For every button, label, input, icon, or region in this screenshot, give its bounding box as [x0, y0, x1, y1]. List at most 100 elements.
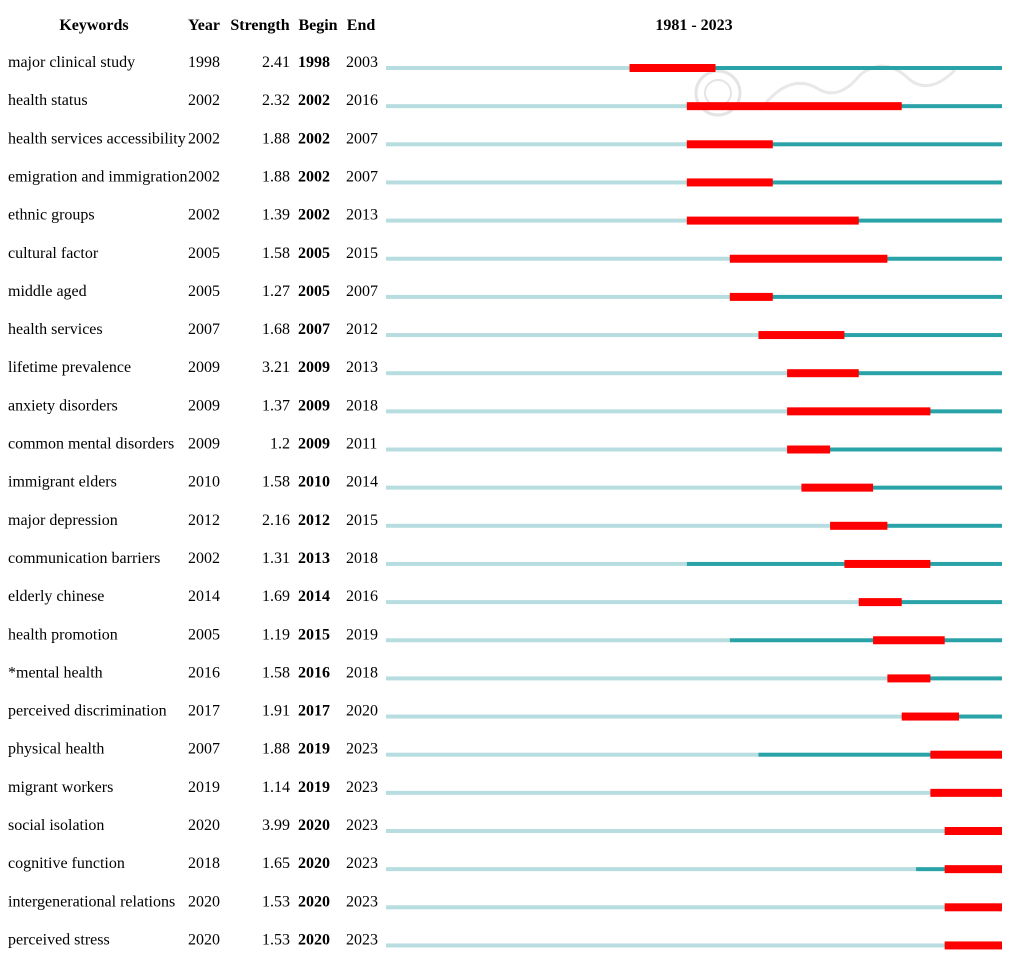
active-period-bar — [758, 752, 1002, 757]
strength-value: 1.31 — [262, 550, 290, 567]
header-begin: Begin — [298, 17, 337, 34]
begin-value: 2002 — [298, 130, 330, 147]
burst-row: perceived stress 2020 1.53 2020 2023 — [8, 931, 1002, 950]
burst-bar — [844, 559, 931, 568]
burst-row: emigration and immigration 2002 1.88 2002 20… — [8, 168, 1002, 187]
burst-bar — [787, 407, 931, 416]
begin-value: 2015 — [298, 626, 330, 643]
pre-period-bar — [386, 676, 888, 681]
burst-bar — [887, 674, 931, 683]
end-value: 2020 — [346, 703, 378, 720]
end-value: 2018 — [346, 664, 378, 681]
strength-value: 1.88 — [262, 130, 290, 147]
end-value: 2018 — [346, 550, 378, 567]
pre-period-bar — [386, 485, 802, 490]
end-value: 2015 — [346, 245, 378, 262]
strength-value: 1.19 — [262, 626, 290, 643]
pre-period-bar — [386, 905, 945, 910]
pre-period-bar — [386, 66, 630, 70]
year-value: 2020 — [188, 893, 220, 910]
year-value: 2014 — [188, 588, 220, 605]
end-value: 2014 — [346, 474, 378, 491]
pre-period-bar — [386, 142, 687, 147]
pre-period-bar — [386, 447, 788, 452]
keyword-label: major clinical study — [8, 54, 135, 71]
keyword-label: emigration and immigration — [8, 168, 188, 185]
end-value: 2023 — [346, 779, 378, 796]
keyword-label: perceived stress — [8, 931, 110, 948]
pre-period-bar — [386, 561, 687, 566]
header-end: End — [347, 17, 376, 34]
end-value: 2016 — [346, 92, 378, 109]
burst-bar — [787, 445, 831, 454]
strength-value: 1.65 — [262, 855, 290, 872]
burst-row: social isolation 2020 3.99 2020 2023 — [8, 817, 1002, 835]
burst-bar — [901, 712, 960, 721]
begin-value: 2005 — [298, 283, 330, 300]
header-row: Keywords Year Strength Begin End 1981 - … — [59, 17, 732, 34]
year-value: 2020 — [188, 817, 220, 834]
strength-value: 1.39 — [262, 207, 290, 224]
keyword-label: migrant workers — [8, 779, 113, 796]
keyword-label: major depression — [8, 512, 118, 529]
burst-bar — [930, 788, 1002, 797]
burst-bar — [787, 369, 859, 378]
pre-period-bar — [386, 333, 759, 338]
year-value: 2009 — [188, 359, 220, 376]
pre-period-bar — [386, 790, 931, 795]
year-value: 2005 — [188, 626, 220, 643]
burst-bar — [830, 521, 888, 530]
burst-row: lifetime prevalence 2009 3.21 2009 2013 — [8, 359, 1002, 378]
pre-period-bar — [386, 523, 831, 528]
pre-period-bar — [386, 256, 730, 261]
burst-row: *mental health 2016 1.58 2016 2018 — [8, 664, 1002, 683]
begin-value: 2017 — [298, 703, 330, 720]
burst-bar — [686, 140, 773, 149]
active-period-bar — [787, 447, 1002, 452]
begin-value: 2019 — [298, 779, 330, 796]
begin-value: 2002 — [298, 207, 330, 224]
begin-value: 2010 — [298, 474, 330, 491]
strength-value: 1.58 — [262, 245, 290, 262]
keyword-label: health status — [8, 92, 88, 109]
begin-value: 2002 — [298, 168, 330, 185]
burst-bar — [930, 750, 1002, 759]
strength-value: 1.69 — [262, 588, 290, 605]
burst-bar — [758, 331, 845, 340]
begin-value: 1998 — [298, 54, 330, 71]
burst-row: immigrant elders 2010 1.58 2010 2014 — [8, 474, 1002, 492]
keyword-label: anxiety disorders — [8, 397, 118, 414]
year-value: 2009 — [188, 397, 220, 414]
begin-value: 2016 — [298, 664, 330, 681]
pre-period-bar — [386, 752, 759, 757]
year-value: 2009 — [188, 436, 220, 453]
keyword-label: immigrant elders — [8, 474, 117, 491]
begin-value: 2020 — [298, 817, 330, 834]
end-value: 2023 — [346, 893, 378, 910]
burst-bar — [944, 865, 1002, 874]
end-value: 2015 — [346, 512, 378, 529]
active-period-bar — [787, 371, 1002, 376]
year-value: 2010 — [188, 474, 220, 491]
burst-bar — [729, 292, 773, 301]
burst-rows: major clinical study 1998 2.41 1998 2003 heal… — [8, 54, 1002, 950]
begin-value: 2007 — [298, 321, 330, 338]
begin-value: 2009 — [298, 397, 330, 414]
keyword-label: perceived discrimination — [8, 703, 167, 720]
burst-row: perceived discrimination 2017 1.91 2017 2020 — [8, 703, 1002, 721]
pre-period-bar — [386, 714, 902, 719]
active-period-bar — [729, 294, 1002, 299]
end-value: 2012 — [346, 321, 378, 338]
active-period-bar — [801, 485, 1002, 490]
strength-value: 1.88 — [262, 741, 290, 758]
year-value: 2005 — [188, 245, 220, 262]
burst-row: major clinical study 1998 2.41 1998 2003 — [8, 54, 1002, 72]
burst-row: cognitive function 2018 1.65 2020 2023 — [8, 855, 1002, 874]
keyword-label: cognitive function — [8, 855, 125, 872]
burst-row: physical health 2007 1.88 2019 2023 — [8, 741, 1002, 759]
burst-bar — [858, 598, 902, 607]
end-value: 2023 — [346, 741, 378, 758]
active-period-bar — [887, 676, 1002, 681]
end-value: 2007 — [346, 168, 378, 185]
